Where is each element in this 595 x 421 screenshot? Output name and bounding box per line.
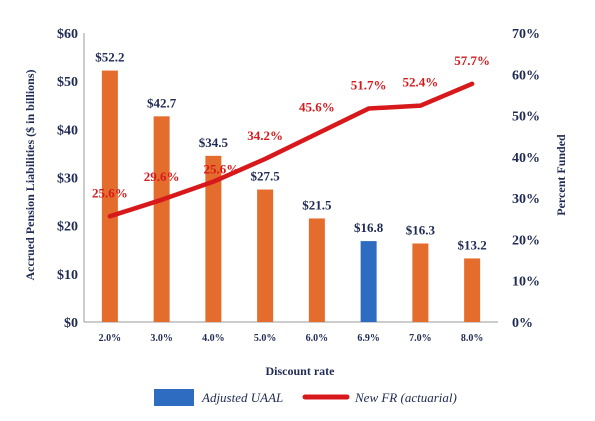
x-axis-title: Discount rate xyxy=(266,364,336,378)
line-label: 57.7% xyxy=(454,53,490,68)
y-tick-right: 20% xyxy=(512,233,540,248)
bar-label: $27.5 xyxy=(251,169,281,184)
bar xyxy=(412,243,429,322)
bar xyxy=(308,218,325,322)
y-tick-right: 60% xyxy=(512,68,540,83)
x-tick: 6.9% xyxy=(357,333,380,344)
y-tick-right: 30% xyxy=(512,192,540,207)
bar-label: $42.7 xyxy=(147,95,177,110)
x-tick: 3.0% xyxy=(150,333,173,344)
y-tick-left: $10 xyxy=(57,268,78,283)
bar-label: $16.3 xyxy=(406,222,436,237)
line-label: 34.2% xyxy=(247,128,283,143)
legend: Adjusted UAAL New FR (actuarial) xyxy=(154,389,457,406)
y-tick-left: $30 xyxy=(57,172,78,187)
y-tick-left: $0 xyxy=(64,316,78,331)
bar xyxy=(464,258,481,322)
x-tick: 5.0% xyxy=(254,333,277,344)
bar xyxy=(153,116,170,322)
y-tick-left: $20 xyxy=(57,220,78,235)
line-label: 52.4% xyxy=(403,75,439,90)
x-tick: 6.0% xyxy=(306,333,329,344)
x-tick: 4.0% xyxy=(202,333,225,344)
y-axis-title-right: Percent Funded xyxy=(554,134,568,216)
y-tick-left: $50 xyxy=(57,75,78,90)
right-axis: 0% 10% 20% 30% 40% 50% 60% 70% xyxy=(512,27,540,331)
x-tick: 2.0% xyxy=(99,333,122,344)
bar xyxy=(360,241,377,322)
x-tick: 7.0% xyxy=(409,333,432,344)
line-label: 51.7% xyxy=(351,78,387,93)
y-tick-left: $40 xyxy=(57,123,78,138)
plot-frame xyxy=(83,33,498,323)
y-tick-left: $60 xyxy=(57,27,78,42)
y-tick-right: 0% xyxy=(512,316,533,331)
y-tick-right: 70% xyxy=(512,27,540,42)
bar-label: $13.2 xyxy=(458,237,487,252)
bar xyxy=(205,155,222,322)
y-tick-right: 10% xyxy=(512,275,540,290)
bar-label: $34.5 xyxy=(199,135,229,150)
series-line xyxy=(107,81,475,219)
bar-label: $16.8 xyxy=(354,220,384,235)
bar xyxy=(101,70,118,322)
y-tick-right: 50% xyxy=(512,110,540,125)
bar xyxy=(257,189,274,322)
line-label: 25.6% xyxy=(204,162,240,177)
line-label: 29.6% xyxy=(144,169,180,184)
left-axis: $0 $10 $20 $30 $40 $50 $60 xyxy=(57,27,78,331)
bars: $52.2 $42.7 $34.5 $27.5 $21.5 $16.8 $16.3 $13.2 xyxy=(95,50,487,322)
x-tick: 8.0% xyxy=(461,333,484,344)
x-axis: 2.0% 3.0% 4.0% 5.0% 6.0% 6.9% 7.0% 8.0% xyxy=(99,333,484,344)
y-tick-right: 40% xyxy=(512,151,540,166)
funded-ratio-line: 25.6% 29.6% 25.6% 34.2% 45.6% 51.7% 52.4% 57.7% xyxy=(92,53,490,219)
bar-label: $21.5 xyxy=(302,197,332,212)
legend-label-line: New FR (actuarial) xyxy=(354,390,457,405)
bar-label: $52.2 xyxy=(95,50,124,65)
line-label: 45.6% xyxy=(299,100,335,115)
line-label: 25.6% xyxy=(92,185,128,200)
legend-label-bar: Adjusted UAAL xyxy=(201,390,283,405)
y-axis-title-left: Accrued Pension Liabilities ($ in billio… xyxy=(23,69,37,280)
legend-swatch-bar xyxy=(154,389,194,406)
